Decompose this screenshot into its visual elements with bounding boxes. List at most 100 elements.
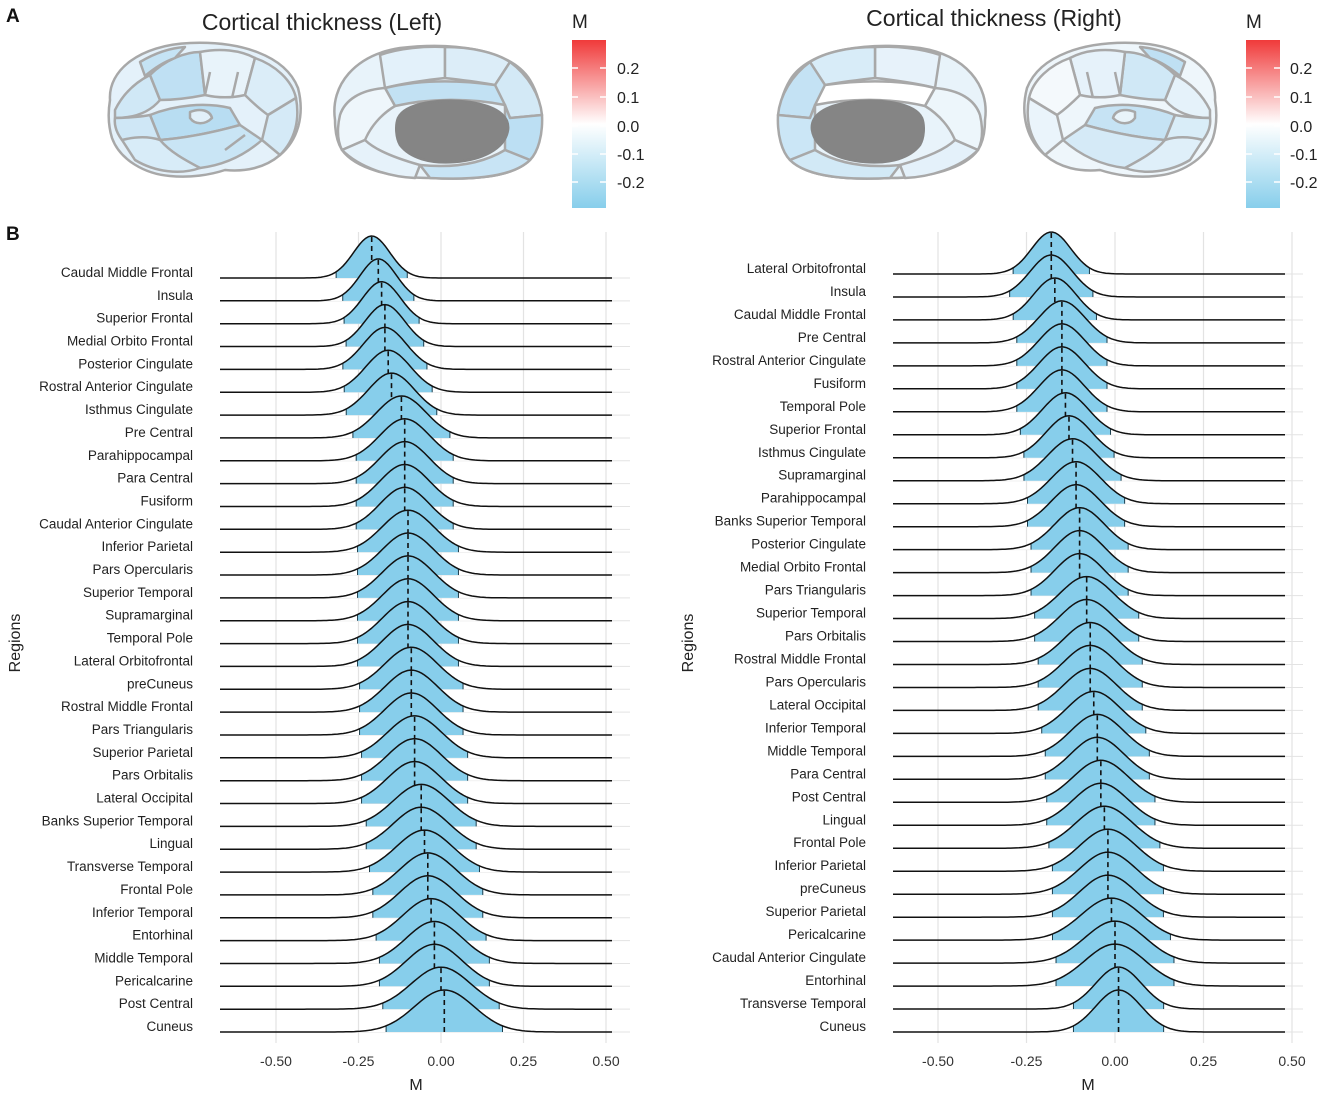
legend-ticks-right [1246,67,1280,183]
ridge-line [220,577,612,622]
ridge-line [220,760,612,805]
region-label: Para Central [790,766,866,781]
region-label: Caudal Middle Frontal [61,265,193,280]
region-label: Lateral Orbitofrontal [74,653,193,668]
x-tick-label: -0.25 [343,1053,375,1069]
brain-region [188,108,214,125]
ridge-line [893,759,1285,804]
region-label: Pars Opercularis [765,674,866,689]
subcortical-mask [395,99,510,164]
region-label: Temporal Pole [780,399,866,414]
ridge-line [893,989,1285,1033]
ridge-line [220,692,612,736]
region-label: Entorhinal [805,973,866,988]
ridge-line [893,851,1285,895]
ridge-line [220,486,612,531]
ridge-line [220,646,612,691]
ridge-line [893,782,1285,827]
ridge-line [220,326,612,371]
region-label: Cuneus [146,1019,193,1034]
brain-sulcus [1085,71,1095,99]
x-axis-title: M [1081,1077,1094,1094]
panel-label-b: B [6,224,20,245]
x-axis-title: M [409,1077,422,1094]
ridge-line [893,598,1285,643]
ridge-line [220,600,612,645]
legend-tick-label: -0.1 [1290,147,1318,164]
ridge-line [893,552,1285,597]
ridge-line [220,372,612,416]
region-label: Para Central [117,471,193,486]
region-label: Frontal Pole [793,835,866,850]
ridge-line [220,440,612,485]
y-axis-title: Regions [7,614,24,673]
ridge-line [220,943,612,988]
ridge-line [893,346,1285,390]
ridge-line [893,713,1285,758]
x-tick-label: -0.25 [1011,1053,1043,1069]
region-label: Caudal Middle Frontal [734,307,866,322]
ridge-line [220,235,612,279]
ridge-line [893,369,1285,413]
ridge-line [893,920,1285,964]
region-label: Post Central [792,789,866,804]
x-tick-label: 0.00 [1101,1053,1128,1069]
ridge-line [893,300,1285,344]
brain-left-medial [333,44,544,180]
x-tick-label: 0.00 [427,1053,454,1069]
region-label: Superior Frontal [96,311,193,326]
ridge-line [893,529,1285,574]
region-label: Middle Temporal [94,950,193,965]
brain-region [260,96,299,157]
brain-right-medial [776,44,987,180]
ridge-line [220,303,612,348]
region-label: preCuneus [127,676,193,691]
ridge-line [893,644,1285,689]
ridge-line [220,829,612,873]
ridge-line [893,415,1285,459]
brain-region [923,86,984,152]
region-label: Inferior Parietal [101,539,193,554]
region-label: Inferior Parietal [774,858,866,873]
region-label: Parahippocampal [761,491,866,506]
region-label: Fusiform [813,376,866,391]
region-label: Superior Parietal [92,745,193,760]
region-label: Caudal Anterior Cingulate [39,516,193,531]
region-label: Middle Temporal [767,743,866,758]
ridge-line [220,463,612,508]
ridge-line [220,852,612,896]
region-label: Lateral Orbitofrontal [747,261,866,276]
ridge-line [893,231,1285,275]
region-label: Banks Superior Temporal [715,514,866,529]
brain-sulcus [1113,71,1122,96]
region-label: Posterior Cingulate [78,356,193,371]
ridge-line [220,509,612,553]
x-tick-label: -0.50 [260,1053,292,1069]
legend-tick-label: -0.1 [617,147,645,164]
region-label: Superior Temporal [83,585,193,600]
ridge-line [893,736,1285,781]
brain-region [788,148,902,180]
x-tick-label: 0.50 [592,1053,619,1069]
brain-sulcus [203,71,212,96]
ridge-line [893,460,1285,505]
ridge-line [220,806,612,850]
ridge-line [220,920,612,965]
brain-region [113,113,162,142]
ridge-line [220,737,612,782]
brain-region [1026,96,1065,157]
ridge-line [893,943,1285,987]
region-label: Lingual [149,836,193,851]
region-label: Medial Orbito Frontal [740,560,866,575]
ridge-line [220,532,612,576]
region-label: Rostral Middle Frontal [61,699,193,714]
ridge-line [220,395,612,439]
subcortical-mask [810,99,925,164]
brain-region [138,45,187,78]
x-tick-label: -0.50 [922,1053,954,1069]
ridge-line [893,323,1285,367]
region-label: Superior Temporal [756,606,866,621]
ridge-line [220,897,612,942]
region-label: Isthmus Cingulate [85,402,193,417]
